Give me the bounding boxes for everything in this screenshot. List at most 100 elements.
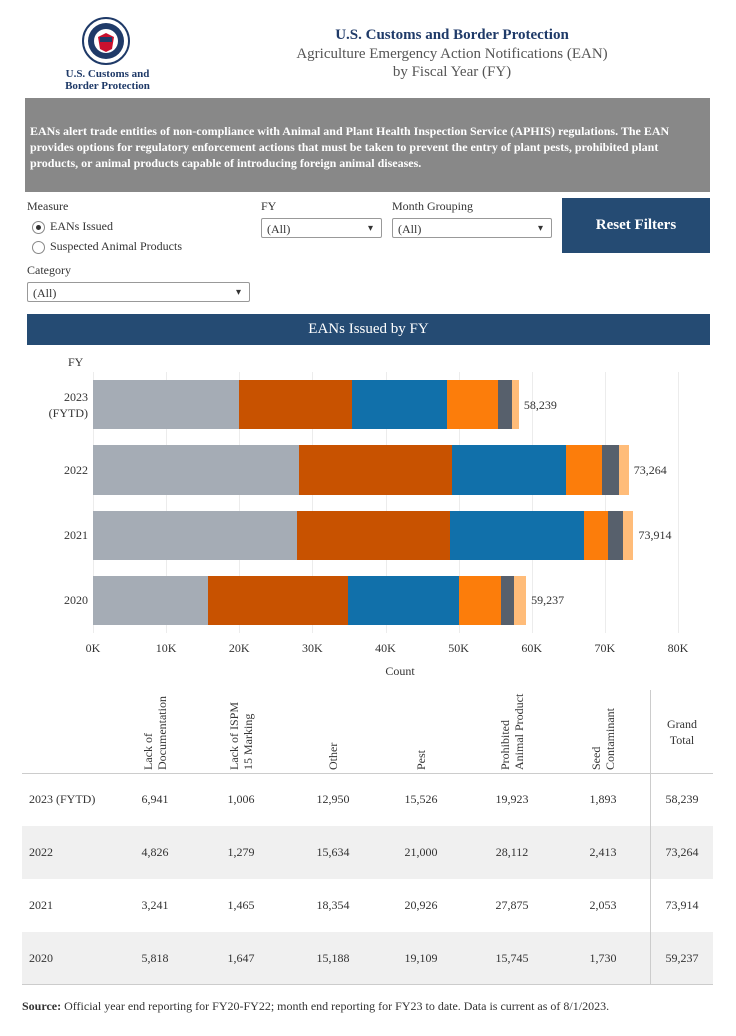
- bar-segment: [347, 575, 459, 625]
- dropdown[interactable]: (All): [392, 218, 552, 239]
- column-header: Prohibited Animal Product: [498, 693, 526, 770]
- radio-label[interactable]: Suspected Animal Products: [50, 239, 182, 253]
- table-cell: 2,053: [589, 898, 617, 912]
- source-note: Source: Official year end reporting for …: [22, 999, 609, 1014]
- description: EANs alert trade entities of non-complia…: [30, 124, 670, 170]
- dropdown[interactable]: (All): [261, 218, 382, 239]
- table-divider: [650, 690, 651, 985]
- reset-button[interactable]: Reset Filters: [562, 198, 710, 253]
- table-cell: 58,239: [665, 792, 699, 806]
- dropdown[interactable]: (All): [27, 282, 250, 303]
- grid-line: [531, 372, 533, 633]
- table-divider: [22, 984, 713, 985]
- bar-segment: [601, 445, 620, 495]
- row-label: 2021: [29, 898, 53, 912]
- table-cell: 18,354: [316, 898, 350, 912]
- grid-line: [93, 372, 94, 633]
- bar-segment: [452, 445, 567, 495]
- y-tick-label: 2021: [64, 528, 88, 543]
- bar-segment: [458, 575, 502, 625]
- row-label: 2022: [29, 845, 53, 859]
- x-tick-label: 20K: [228, 641, 250, 655]
- bar-segment: [296, 510, 450, 560]
- table-cell: 15,188: [316, 951, 350, 965]
- data-table: Lack of Documentation Lack of ISPM 15 Mar…: [22, 690, 713, 985]
- table-cell: 5,818: [141, 951, 169, 965]
- grid-line: [385, 372, 387, 633]
- row-label: 2023 (FYTD): [29, 792, 96, 806]
- bar-segment: [446, 380, 498, 430]
- table-row-bg: [22, 932, 713, 985]
- description-box: [25, 98, 710, 192]
- table-cell: 73,914: [665, 898, 699, 912]
- table-cell: 19,923: [495, 792, 529, 806]
- grid-line: [458, 372, 460, 633]
- radio-button[interactable]: [32, 241, 45, 254]
- cbp-seal: [82, 17, 130, 65]
- chart-title: EANs Issued by FY: [27, 314, 710, 345]
- bar-segment: [514, 575, 527, 625]
- bar-segment: [501, 575, 515, 625]
- table-cell: 73,264: [665, 845, 699, 859]
- y-tick-label: 2022: [64, 462, 88, 477]
- radio-label[interactable]: EANs Issued: [50, 219, 113, 233]
- bar-segment: [93, 510, 297, 560]
- table-cell: 12,950: [316, 792, 350, 806]
- title: U.S. Customs and Border Protection: [335, 27, 569, 43]
- table-cell: 1,893: [589, 792, 617, 806]
- y-tick-label: 2020: [64, 593, 88, 608]
- table-row-bg: [22, 879, 713, 932]
- table-cell: 1,279: [227, 845, 255, 859]
- filter-label: Measure: [27, 199, 69, 213]
- x-tick-label: 50K: [448, 641, 469, 655]
- table-cell: 4,826: [141, 845, 169, 859]
- table-cell: 15,634: [316, 845, 350, 859]
- bar-segment: [622, 510, 634, 560]
- total-label: 73,264: [633, 462, 667, 477]
- x-tick-label: 30K: [302, 641, 323, 655]
- table-cell: 28,112: [495, 845, 529, 859]
- source-text: Official year end reporting for FY20-FY2…: [64, 999, 610, 1013]
- bar-segment: [352, 380, 447, 430]
- table-cell: 20,926: [404, 898, 438, 912]
- table-cell: 19,109: [404, 951, 438, 965]
- bar-segment: [298, 445, 453, 495]
- table-row-bg: [22, 773, 713, 826]
- total-label: 59,237: [531, 593, 565, 608]
- x-tick-label: 70K: [594, 641, 616, 655]
- table-cell: 6,941: [141, 792, 169, 806]
- column-header: Grand Total: [667, 717, 697, 747]
- subtitle: Agriculture Emergency Action Notificatio…: [296, 46, 608, 62]
- table-cell: 3,241: [141, 898, 169, 912]
- grid-line: [604, 372, 606, 633]
- table-row-bg: [22, 826, 713, 879]
- column-header: Seed Contaminant: [589, 708, 617, 770]
- y-tick-label: 2023 (FYTD): [48, 389, 88, 420]
- x-tick-label: 60K: [521, 641, 543, 655]
- column-header: Lack of Documentation: [141, 696, 169, 770]
- bar-segment: [607, 510, 623, 560]
- bar-segment: [584, 510, 608, 560]
- x-tick-label: 80K: [667, 641, 689, 655]
- filter-label: Month Grouping: [392, 199, 473, 213]
- column-header: Lack of ISPM 15 Marking: [227, 702, 255, 770]
- column-header: Other: [326, 742, 340, 770]
- table-cell: 27,875: [495, 898, 529, 912]
- bar-segment: [238, 380, 353, 430]
- table-divider: [22, 773, 713, 774]
- radio-button[interactable]: [32, 221, 45, 234]
- bar-segment: [619, 445, 629, 495]
- bar-segment: [497, 380, 512, 430]
- table-cell: 1,730: [589, 951, 617, 965]
- total-label: 58,239: [523, 397, 557, 412]
- bar-segment: [449, 510, 585, 560]
- filter-label: FY: [261, 199, 277, 213]
- table-cell: 1,006: [227, 792, 255, 806]
- source-label: Source:: [22, 999, 62, 1013]
- bar-segment: [511, 380, 519, 430]
- bar-segment: [93, 575, 209, 625]
- total-label: 73,914: [638, 528, 672, 543]
- x-tick-label: 10K: [155, 641, 177, 655]
- table-cell: 1,465: [227, 898, 255, 912]
